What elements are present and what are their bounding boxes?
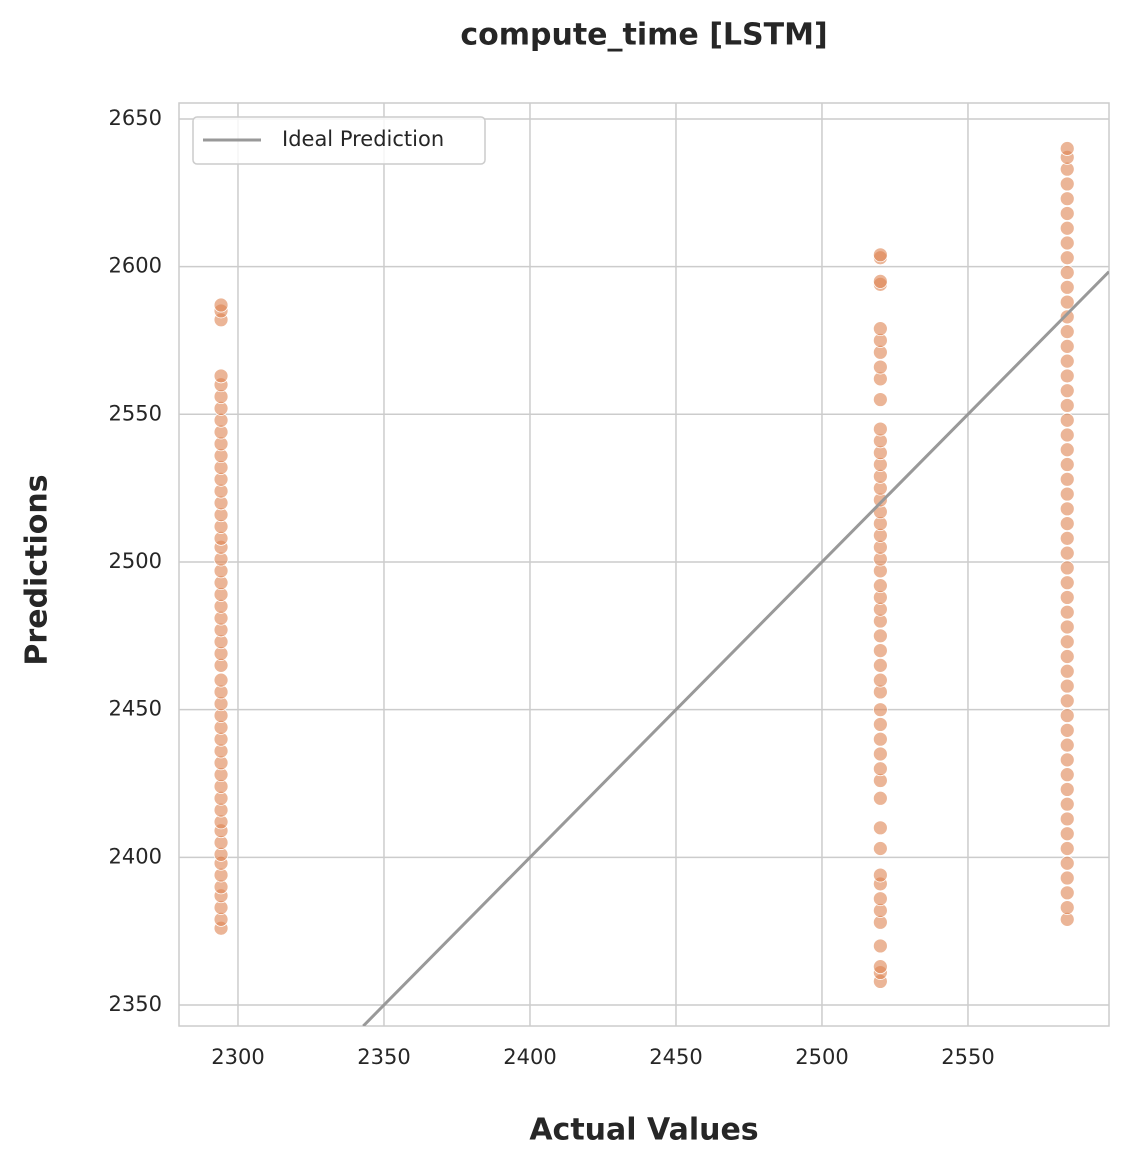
point (872, 867, 888, 883)
point (1059, 752, 1075, 768)
point (1059, 250, 1075, 266)
point (1059, 619, 1075, 635)
point (872, 359, 888, 375)
point (1059, 442, 1075, 458)
y-tick-label: 2650 (109, 106, 162, 130)
point (1059, 767, 1075, 783)
point (1059, 398, 1075, 413)
point (1059, 590, 1075, 605)
point (872, 321, 888, 337)
point (872, 790, 888, 806)
point (872, 672, 888, 688)
y-tick-label: 2450 (109, 697, 162, 721)
point (213, 368, 229, 384)
point (1059, 176, 1075, 192)
y-tick-label: 2350 (109, 992, 162, 1016)
point (872, 643, 888, 658)
point (1059, 560, 1075, 576)
point (1059, 811, 1075, 827)
point (1059, 486, 1075, 502)
point (1059, 412, 1075, 428)
point (872, 578, 888, 594)
x-axis-label: Actual Values (529, 1113, 758, 1148)
x-tick-label: 2550 (941, 1045, 994, 1069)
y-tick-label: 2400 (109, 844, 162, 868)
point (1059, 693, 1075, 709)
point (1059, 826, 1075, 842)
point (872, 746, 888, 762)
point (1059, 545, 1075, 561)
point (872, 657, 888, 673)
point (1059, 501, 1075, 517)
point (1059, 649, 1075, 664)
x-tick-label: 2400 (503, 1045, 556, 1069)
point (1059, 265, 1075, 280)
point (1059, 900, 1075, 915)
point (1059, 634, 1075, 650)
x-tick-label: 2350 (357, 1045, 410, 1069)
point (872, 959, 888, 975)
point (1059, 782, 1075, 797)
point (1059, 235, 1075, 251)
point (1059, 279, 1075, 295)
point (1059, 796, 1075, 812)
point (1059, 324, 1075, 340)
point (1059, 141, 1075, 156)
point (213, 297, 229, 313)
point (1059, 338, 1075, 354)
x-tick-label: 2500 (795, 1045, 848, 1069)
point (1059, 870, 1075, 886)
point (872, 731, 888, 747)
point (872, 273, 888, 289)
point (1059, 353, 1075, 369)
point (1059, 678, 1075, 694)
y-axis-label: Predictions (20, 474, 55, 665)
point (1059, 722, 1075, 738)
point (1059, 708, 1075, 723)
point (1059, 663, 1075, 679)
point (1059, 471, 1075, 487)
point (1059, 220, 1075, 236)
point (872, 247, 888, 263)
legend-label: Ideal Prediction (282, 127, 444, 151)
point (1059, 575, 1075, 591)
point (1059, 530, 1075, 546)
y-tick-label: 2500 (109, 549, 162, 573)
ideal-line (362, 270, 1109, 1026)
point (872, 628, 888, 644)
point (872, 392, 888, 407)
point (872, 702, 888, 718)
point (1059, 457, 1075, 472)
point (872, 761, 888, 777)
x-tick-label: 2450 (649, 1045, 702, 1069)
chart-title: compute_time [LSTM] (460, 18, 827, 53)
y-tick-label: 2600 (109, 254, 162, 278)
point (1059, 309, 1075, 325)
point (872, 717, 888, 732)
point (1059, 516, 1075, 531)
point (1059, 294, 1075, 310)
point (872, 820, 888, 836)
point (872, 938, 888, 954)
point (1059, 383, 1075, 399)
point (1059, 737, 1075, 753)
point (872, 841, 888, 856)
point (1059, 855, 1075, 871)
point (872, 891, 888, 907)
x-tick-label: 2300 (211, 1045, 264, 1069)
point (1059, 841, 1075, 856)
plot-frame (178, 102, 1110, 1027)
point (1059, 206, 1075, 221)
point (872, 421, 888, 437)
point (213, 672, 229, 688)
legend-box (192, 116, 486, 165)
point (1059, 885, 1075, 901)
point (1059, 427, 1075, 443)
y-tick-label: 2550 (109, 401, 162, 425)
point (1059, 368, 1075, 384)
point (1059, 604, 1075, 620)
point (1059, 191, 1075, 207)
